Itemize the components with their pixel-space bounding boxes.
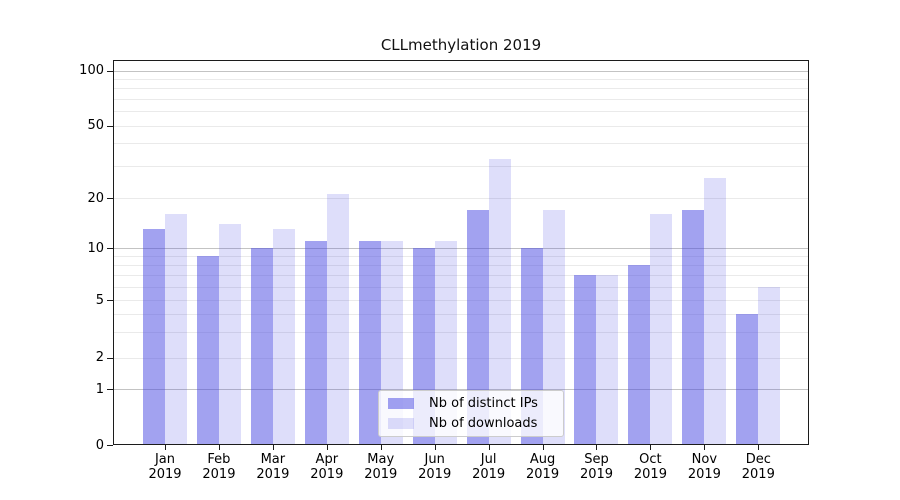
x-tick-label: Nov 2019: [687, 452, 721, 482]
legend-label-downloads: Nb of downloads: [429, 416, 538, 431]
legend-item-distinct-ips: Nb of distinct IPs: [388, 396, 554, 411]
x-tick-label: Sep 2019: [579, 452, 614, 482]
y-tick-mark: [107, 357, 113, 359]
x-tick-mark: [272, 445, 274, 450]
bar-downloads: [326, 194, 349, 445]
y-tick-label: 50: [87, 118, 104, 134]
gridline: [113, 275, 809, 277]
y-tick-label: 20: [87, 190, 104, 206]
bar-downloads: [650, 214, 673, 445]
bar-distinct-ips: [196, 256, 219, 445]
gridline: [113, 389, 809, 391]
legend-swatch-downloads: [388, 418, 414, 429]
bar-distinct-ips: [358, 241, 381, 445]
x-tick-mark: [326, 445, 328, 450]
x-tick-label: Apr 2019: [310, 452, 344, 482]
bar-downloads: [704, 177, 727, 445]
grid-layer: [113, 60, 809, 445]
gridline: [113, 111, 809, 113]
bar-distinct-ips: [304, 241, 327, 445]
gridline: [113, 198, 809, 200]
y-tick-label: 1: [95, 381, 104, 397]
bar-distinct-ips: [466, 210, 489, 445]
x-tick-label: Feb 2019: [202, 452, 236, 482]
x-tick-label: Jul 2019: [472, 452, 506, 482]
y-tick-label: 5: [95, 292, 104, 308]
x-tick-mark: [488, 445, 490, 450]
x-tick-mark: [380, 445, 382, 450]
x-tick-mark: [218, 445, 220, 450]
y-tick-label: 0: [95, 437, 104, 453]
bar-downloads: [218, 224, 241, 445]
gridline: [113, 99, 809, 100]
bar-downloads: [165, 214, 187, 445]
x-tick-label: Oct 2019: [633, 452, 667, 482]
x-tick-label: Jan 2019: [148, 452, 182, 482]
gridline: [113, 143, 809, 145]
bar-distinct-ips: [143, 229, 165, 445]
gridline: [113, 314, 809, 316]
bar-downloads: [596, 275, 619, 445]
y-tick-label: 2: [95, 350, 104, 366]
x-tick-label: Dec 2019: [741, 452, 775, 482]
gridline: [113, 357, 809, 359]
gridline: [113, 265, 809, 267]
x-tick-mark: [704, 445, 706, 450]
bar-downloads: [272, 229, 295, 445]
bar-downloads: [758, 286, 781, 445]
y-tick-mark: [107, 125, 113, 127]
bar-distinct-ips: [628, 265, 651, 445]
bar-distinct-ips: [250, 248, 273, 445]
legend-swatch-distinct-ips: [388, 398, 414, 409]
legend-item-downloads: Nb of downloads: [388, 416, 554, 431]
gridline: [113, 88, 809, 90]
plot-area: [113, 60, 809, 445]
chart-title: CLLmethylation 2019: [380, 36, 542, 54]
y-tick-mark: [107, 198, 113, 200]
y-tick-label: 10: [87, 240, 104, 256]
gridline: [113, 70, 809, 72]
y-tick-mark: [107, 300, 113, 302]
gridline: [113, 256, 809, 258]
bar-distinct-ips: [682, 210, 705, 445]
x-tick-label: May 2019: [364, 452, 398, 482]
gridline: [113, 166, 809, 168]
y-tick-mark: [107, 445, 113, 446]
x-tick-mark: [596, 445, 598, 450]
bar-distinct-ips: [736, 314, 759, 445]
gridline: [113, 79, 809, 81]
bar-layer: [113, 60, 809, 445]
x-tick-label: Mar 2019: [256, 452, 290, 482]
y-tick-mark: [107, 248, 113, 250]
bar-distinct-ips: [574, 275, 597, 445]
x-tick-mark: [758, 445, 760, 450]
bar-downloads: [542, 210, 565, 445]
gridline: [113, 125, 809, 127]
gridline: [113, 300, 809, 302]
x-tick-mark: [650, 445, 652, 450]
y-tick-label: 100: [79, 63, 104, 79]
legend-label-distinct-ips: Nb of distinct IPs: [429, 396, 538, 411]
gridline: [113, 286, 809, 288]
bar-downloads: [488, 158, 511, 445]
y-tick-mark: [107, 70, 113, 72]
gridline: [113, 332, 809, 334]
x-tick-mark: [434, 445, 436, 450]
gridline: [113, 248, 809, 250]
x-tick-mark: [542, 445, 544, 450]
y-tick-mark: [107, 389, 113, 391]
x-tick-label: Aug 2019: [526, 452, 560, 482]
legend: Nb of distinct IPs Nb of downloads: [378, 390, 564, 437]
x-tick-mark: [165, 445, 166, 450]
x-tick-label: Jun 2019: [418, 452, 452, 482]
